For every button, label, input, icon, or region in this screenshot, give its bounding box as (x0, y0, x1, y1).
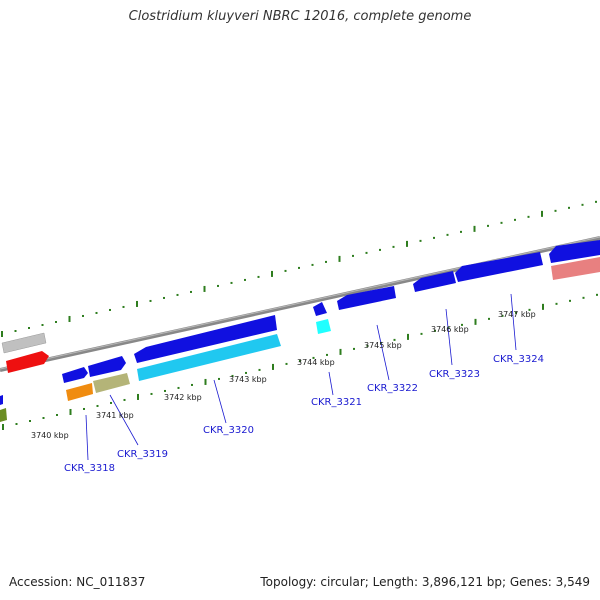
genome-summary-text: Topology: circular; Length: 3,896,121 bp… (260, 575, 590, 589)
gene-label[interactable]: CKR_3320 (203, 425, 254, 436)
upper-tick-row (1, 200, 597, 337)
gene-blue-3322[interactable] (337, 286, 396, 310)
scale-label: 3747 kbp (498, 310, 536, 319)
gene-label[interactable]: CKR_3324 (493, 354, 544, 365)
map-title: Clostridium kluyveri NBRC 12016, complet… (128, 9, 472, 24)
gene-label[interactable]: CKR_3319 (117, 449, 168, 460)
gene-label[interactable]: CKR_3323 (429, 369, 480, 380)
gene-blue-left-edge[interactable] (0, 395, 3, 405)
gene-blue-3320[interactable] (134, 315, 277, 363)
scale-label: 3744 kbp (297, 358, 335, 367)
gene-blue-3318-upstream[interactable] (62, 367, 88, 383)
gene-blue-right[interactable] (549, 240, 600, 263)
gene-grey[interactable] (1, 332, 47, 354)
gene-label[interactable]: CKR_3321 (311, 397, 362, 408)
gene-label[interactable]: CKR_3322 (367, 383, 418, 394)
scale-label: 3741 kbp (96, 411, 134, 420)
forward-strand-genes (1, 240, 600, 383)
gene-labels: CKR_3318 CKR_3319 CKR_3320 CKR_3321 CKR_… (64, 354, 544, 474)
gene-pink[interactable] (551, 257, 600, 280)
gene-red[interactable] (6, 351, 49, 373)
gene-blue-small-2[interactable] (88, 356, 126, 377)
gene-blue-3321[interactable] (313, 302, 327, 316)
gene-blue-3323[interactable] (413, 271, 456, 292)
gene-green[interactable] (0, 408, 7, 422)
scale-label: 3740 kbp (31, 431, 69, 440)
gene-cyan-3321[interactable] (316, 319, 331, 334)
scale-label: 3745 kbp (364, 341, 402, 350)
gene-blue-3324[interactable] (455, 252, 543, 282)
gene-olive[interactable] (93, 373, 130, 393)
gene-cyan-3320[interactable] (137, 334, 281, 381)
scale-label: 3742 kbp (164, 393, 202, 402)
accession-text: Accession: NC_011837 (9, 575, 146, 589)
scale-label: 3746 kbp (431, 325, 469, 334)
gene-orange[interactable] (66, 383, 93, 401)
scale-labels: 3740 kbp 3741 kbp 3742 kbp 3743 kbp 3744… (31, 310, 536, 440)
genome-backbone-highlight (0, 236, 600, 370)
reverse-strand-genes (0, 257, 600, 422)
gene-label[interactable]: CKR_3318 (64, 463, 115, 474)
gene-leader-lines (85, 293, 517, 461)
scale-label: 3743 kbp (229, 375, 267, 384)
lower-tick-row (2, 293, 598, 430)
